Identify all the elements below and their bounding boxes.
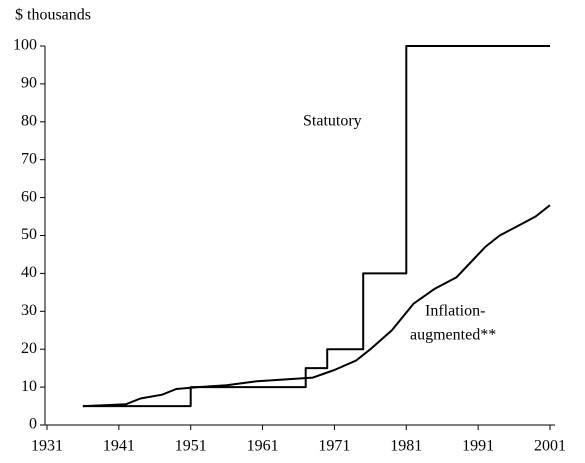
x-tick-label: 1971 <box>318 438 350 455</box>
x-tick-label: 1951 <box>175 438 207 455</box>
line-series <box>82 45 550 408</box>
x-tick-label: 1931 <box>31 438 63 455</box>
x-tick-label: 1981 <box>390 438 422 455</box>
y-tick-label: 10 <box>21 378 37 395</box>
annotation: Statutory <box>303 113 362 130</box>
y-tick-label: 80 <box>21 112 37 129</box>
y-tick-label: 90 <box>21 75 37 92</box>
y-tick-label: 20 <box>21 340 37 357</box>
y-tick-label: 30 <box>21 302 37 319</box>
x-tick-label: 1991 <box>462 438 494 455</box>
annotation: Inflation- <box>425 303 485 320</box>
y-tick-label: 0 <box>29 416 37 433</box>
y-tick-label: 50 <box>21 226 37 243</box>
x-tick-label: 1961 <box>247 438 279 455</box>
y-tick-label: 40 <box>21 264 37 281</box>
y-axis-label: $ thousands <box>15 7 91 24</box>
x-tick-label: 2001 <box>534 438 566 455</box>
line-series <box>82 204 551 408</box>
annotation: augmented** <box>410 327 496 344</box>
y-tick-label: 60 <box>21 188 37 205</box>
y-tick-label: 100 <box>13 37 37 54</box>
y-tick-label: 70 <box>21 150 37 167</box>
x-tick-label: 1941 <box>103 438 135 455</box>
